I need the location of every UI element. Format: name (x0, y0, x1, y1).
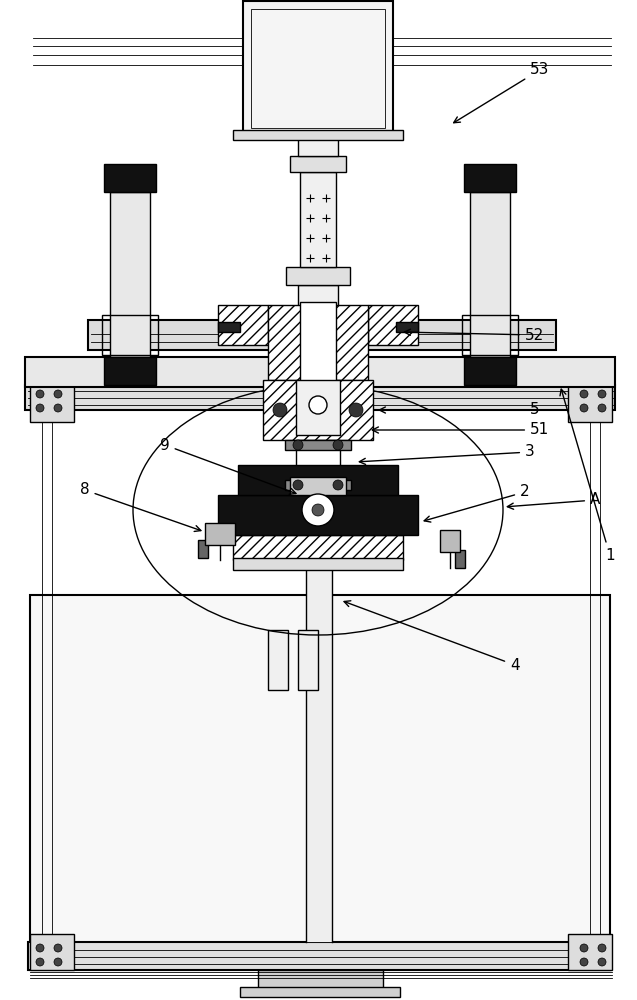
Circle shape (580, 944, 588, 952)
Bar (258, 970, 383, 990)
Bar (104, 164, 156, 192)
Bar (300, 302, 336, 382)
Bar (218, 495, 418, 535)
Text: 53: 53 (454, 62, 549, 123)
Bar (464, 357, 516, 385)
Bar (268, 630, 288, 690)
Text: 8: 8 (80, 483, 201, 531)
Bar (233, 130, 403, 140)
Circle shape (36, 944, 44, 952)
Circle shape (36, 958, 44, 966)
Bar (263, 380, 373, 440)
Bar (396, 322, 418, 332)
Circle shape (333, 440, 343, 450)
Bar (238, 465, 398, 495)
Bar (104, 357, 156, 385)
Bar (568, 934, 612, 970)
Bar (30, 386, 74, 422)
Circle shape (54, 390, 62, 398)
Text: 3: 3 (359, 444, 534, 464)
Text: 4: 4 (344, 601, 520, 672)
Circle shape (302, 494, 334, 526)
Bar (205, 523, 235, 545)
Circle shape (580, 958, 588, 966)
Circle shape (312, 504, 324, 516)
Bar (440, 530, 460, 552)
Bar (290, 477, 346, 495)
Circle shape (36, 390, 44, 398)
Bar (368, 305, 418, 345)
Bar (298, 630, 318, 690)
Bar (233, 558, 403, 570)
Bar (286, 267, 350, 285)
Bar (300, 172, 336, 267)
Text: 5: 5 (379, 402, 540, 418)
Bar (30, 934, 74, 970)
Circle shape (54, 958, 62, 966)
Text: 9: 9 (160, 438, 296, 494)
Circle shape (309, 396, 327, 414)
Bar (298, 285, 338, 320)
Circle shape (293, 440, 303, 450)
Bar (296, 380, 340, 435)
Bar (110, 192, 150, 357)
Bar (240, 987, 400, 997)
Bar (285, 440, 351, 450)
Circle shape (580, 404, 588, 412)
Bar (268, 305, 368, 380)
Bar (298, 136, 338, 156)
Bar (198, 540, 208, 558)
Circle shape (349, 403, 363, 417)
Bar (233, 535, 403, 560)
Circle shape (293, 480, 303, 490)
Bar (25, 385, 615, 410)
Circle shape (598, 404, 606, 412)
Bar (102, 315, 158, 355)
Circle shape (54, 404, 62, 412)
Bar (243, 1, 393, 136)
Text: 51: 51 (373, 422, 549, 438)
Circle shape (598, 390, 606, 398)
Circle shape (580, 390, 588, 398)
Text: 2: 2 (424, 485, 529, 522)
Text: 52: 52 (404, 328, 544, 342)
Text: A: A (507, 492, 601, 509)
Bar (30, 595, 610, 970)
Bar (455, 550, 465, 568)
Circle shape (36, 404, 44, 412)
Text: 1: 1 (560, 389, 615, 562)
Bar (464, 164, 516, 192)
Bar (285, 480, 351, 490)
Circle shape (598, 944, 606, 952)
Circle shape (54, 944, 62, 952)
Bar (28, 942, 610, 970)
Bar (568, 386, 612, 422)
Bar (251, 9, 385, 128)
Bar (218, 322, 240, 332)
Bar (290, 156, 346, 172)
Circle shape (273, 403, 287, 417)
Bar (218, 305, 268, 345)
Bar (470, 192, 510, 357)
Bar (25, 357, 615, 387)
Bar (296, 440, 340, 490)
Bar (88, 320, 556, 350)
Bar (306, 412, 332, 942)
Bar (462, 315, 518, 355)
Circle shape (598, 958, 606, 966)
Circle shape (333, 480, 343, 490)
